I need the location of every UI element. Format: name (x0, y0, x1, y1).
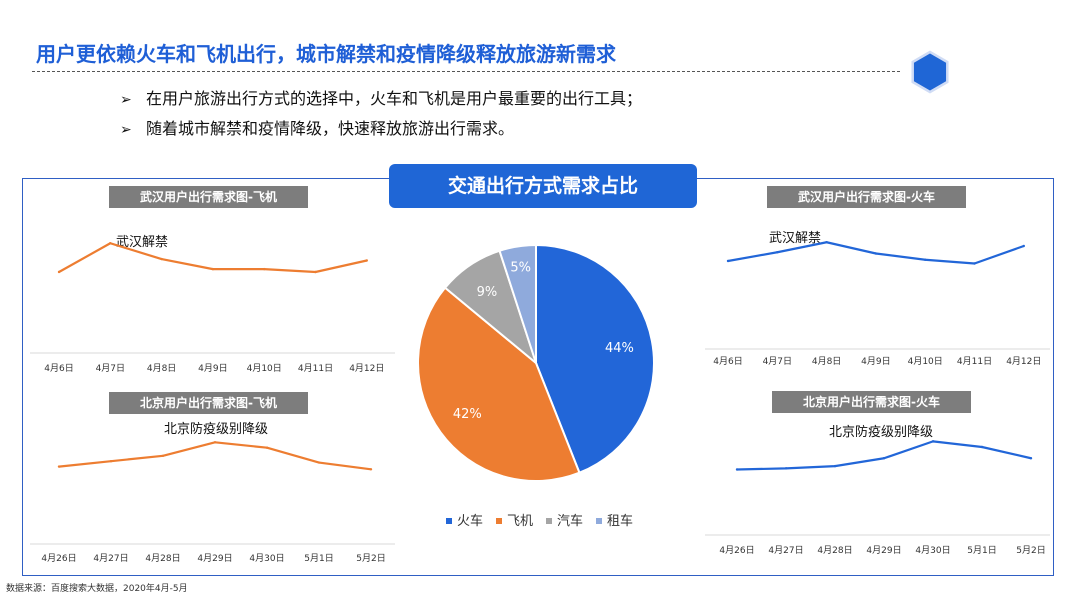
x-tick-label: 4月7日 (96, 363, 125, 374)
x-tick-label: 4月8日 (812, 356, 841, 367)
x-tick-label: 4月26日 (41, 553, 76, 564)
bullet-arrow-icon: ➢ (120, 122, 132, 138)
x-tick-label: 5月2日 (1016, 545, 1045, 556)
beijing-train-line-chart: 北京防疫级别降级 4月26日 4月27日 4月28日 4月29日 4月30日 5月1日 5月2… (705, 424, 1050, 556)
data-point (1029, 457, 1033, 460)
series-line (58, 441, 372, 471)
bullet-text: 在用户旅游出行方式的选择中，火车和飞机是用户最重要的出行工具； (146, 89, 643, 108)
x-tick-label: 4月11日 (298, 363, 333, 374)
x-tick-label: 4月30日 (915, 545, 950, 556)
x-tick-label: 4月29日 (866, 545, 901, 556)
data-point (211, 267, 215, 271)
pie-data-label: 5% (510, 260, 531, 275)
bullet-list: ➢ 在用户旅游出行方式的选择中，火车和飞机是用户最重要的出行工具； ➢ 随着城市解禁… (120, 84, 642, 144)
x-tick-label: 4月9日 (198, 363, 227, 374)
series-line (58, 242, 368, 274)
x-tick-label: 4月10日 (908, 356, 943, 367)
pie-slice (417, 286, 581, 483)
x-tick-label: 4月27日 (93, 553, 128, 564)
x-tick-label: 4月27日 (768, 545, 803, 556)
data-point (825, 241, 828, 244)
transport-share-pie-chart: 44% 42% 9% 5% 火车 飞机 汽车 租车 (417, 243, 656, 529)
data-point (57, 270, 61, 274)
chart-annotation: 北京防疫级别降级 (164, 421, 268, 437)
data-point (973, 262, 976, 265)
data-point (931, 440, 935, 443)
bullet-text: 随着城市解禁和疫情降级，快速释放旅游出行需求。 (146, 119, 515, 138)
data-point (735, 468, 739, 471)
data-point (263, 267, 266, 271)
data-point (369, 468, 373, 471)
chart-annotation: 武汉解禁 (769, 231, 821, 246)
data-point (317, 461, 321, 464)
page-title: 用户更依赖火车和飞机出行，城市解禁和疫情降级释放旅游新需求 (36, 42, 616, 66)
data-point (161, 454, 165, 457)
pie-data-label: 42% (453, 407, 482, 422)
x-tick-label: 4月30日 (249, 553, 284, 564)
wuhan-train-title: 武汉用户出行需求图-火车 (767, 186, 966, 208)
beijing-train-title: 北京用户出行需求图-火车 (772, 391, 971, 413)
x-tick-label: 4月12日 (1006, 356, 1041, 367)
data-point (109, 460, 113, 463)
legend-swatch (596, 518, 602, 524)
x-tick-label: 4月6日 (713, 356, 742, 367)
data-point (980, 445, 984, 449)
data-point (784, 467, 788, 470)
series-line (736, 440, 1032, 471)
wuhan-train-line-chart: 武汉解禁 4月6日 4月7日 4月8日 4月9日 4月10日 4月11日 4月12日 (705, 231, 1050, 367)
data-point (874, 252, 878, 255)
x-tick-label: 5月1日 (967, 545, 996, 556)
pie-data-label: 44% (605, 341, 634, 356)
data-point (726, 259, 730, 263)
legend-swatch (546, 518, 552, 524)
x-tick-label: 4月11日 (957, 356, 992, 367)
beijing-plane-title: 北京用户出行需求图-飞机 (109, 392, 308, 414)
data-point (213, 441, 217, 444)
title-divider (32, 71, 900, 72)
x-tick-label: 4月26日 (719, 545, 754, 556)
data-point (160, 257, 163, 261)
chart-annotation: 武汉解禁 (116, 235, 168, 250)
bullet-item: ➢ 在用户旅游出行方式的选择中，火车和飞机是用户最重要的出行工具； (120, 84, 642, 114)
x-tick-label: 4月6日 (44, 363, 73, 374)
legend-swatch (496, 518, 502, 524)
legend-label: 火车 (457, 513, 483, 529)
wuhan-plane-line-chart: 武汉解禁 4月6日 4月7日 4月8日 4月9日 4月10日 4月11日 4月12日 (30, 235, 395, 374)
data-point (109, 242, 112, 245)
x-tick-label: 4月10日 (247, 363, 282, 374)
pie-slice (498, 243, 537, 364)
legend-label: 飞机 (507, 514, 533, 529)
pie-chart-title: 交通出行方式需求占比 (389, 164, 697, 208)
data-point (882, 457, 886, 460)
data-point (924, 258, 927, 261)
pie-slice (535, 243, 656, 475)
data-point (365, 259, 368, 262)
data-point (776, 251, 779, 254)
x-tick-label: 4月8日 (147, 363, 176, 374)
beijing-plane-line-chart: 北京防疫级别降级 4月26日 4月27日 4月28日 4月29日 4月30日 5月1日 5月2… (30, 421, 395, 564)
x-tick-label: 4月7日 (763, 356, 792, 367)
x-tick-label: 4月28日 (145, 553, 180, 564)
x-tick-label: 4月28日 (817, 545, 852, 556)
data-point (1022, 244, 1025, 248)
legend-label: 租车 (607, 513, 633, 529)
legend-label: 汽车 (557, 513, 583, 529)
hexagon-logo-icon (911, 50, 949, 94)
data-point (314, 270, 317, 274)
chart-annotation: 北京防疫级别降级 (829, 424, 933, 440)
pie-data-label: 9% (477, 285, 498, 300)
data-point (57, 465, 61, 468)
data-point (265, 446, 269, 449)
legend-swatch (446, 518, 452, 524)
x-tick-label: 4月9日 (861, 356, 890, 367)
x-tick-label: 5月1日 (304, 553, 333, 564)
x-tick-label: 4月12日 (349, 363, 384, 374)
bullet-arrow-icon: ➢ (120, 92, 132, 108)
data-source-note: 数据来源：百度搜索大数据，2020年4月-5月 (6, 584, 188, 594)
x-tick-label: 5月2日 (356, 553, 385, 564)
data-point (833, 464, 837, 468)
wuhan-plane-title: 武汉用户出行需求图-飞机 (109, 186, 308, 208)
x-tick-label: 4月29日 (197, 553, 232, 564)
bullet-item: ➢ 随着城市解禁和疫情降级，快速释放旅游出行需求。 (120, 114, 642, 144)
